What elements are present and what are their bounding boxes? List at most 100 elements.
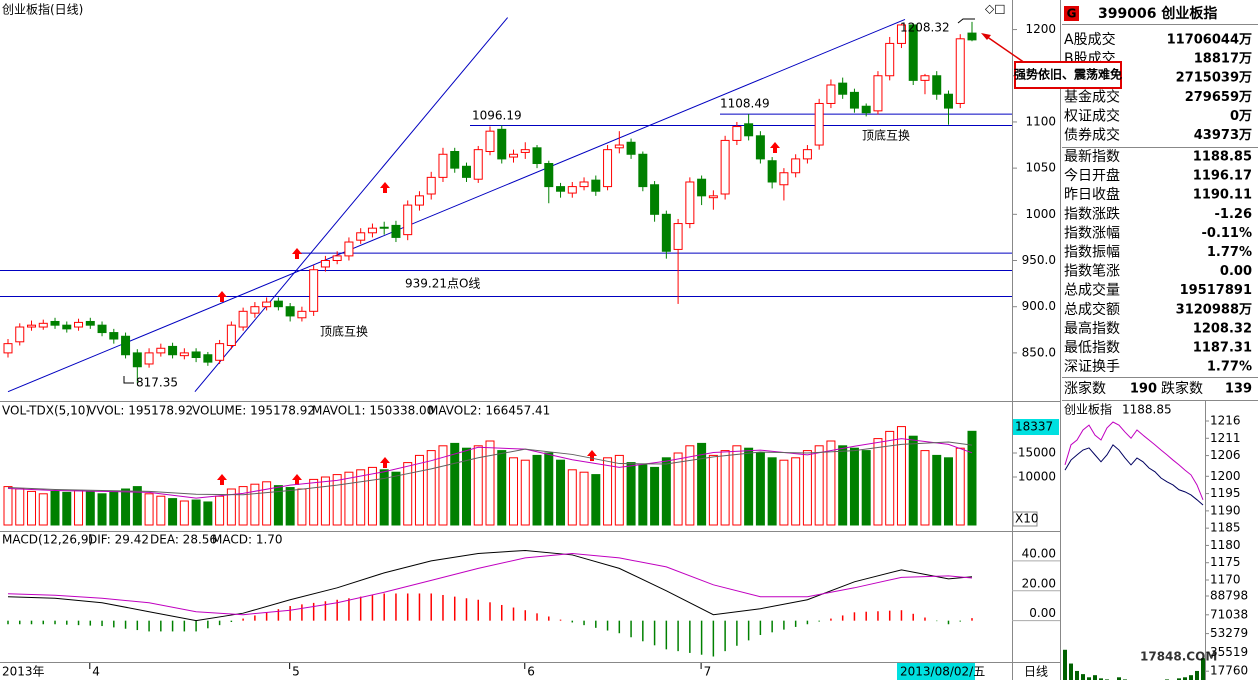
- trend-line: [7, 18, 906, 393]
- volume-bar: [861, 450, 871, 526]
- candle-body: [191, 351, 201, 359]
- volume-bar: [896, 426, 906, 526]
- volume-bar: [509, 457, 519, 526]
- candle-body: [132, 352, 142, 368]
- high-pointer: [957, 18, 975, 24]
- volume-bar: [320, 476, 330, 526]
- volume-bar: [661, 457, 671, 526]
- candle-body: [567, 186, 577, 194]
- mini-volume-bar: [1195, 670, 1199, 680]
- signal-arrow: [770, 142, 780, 153]
- y-tick-label: 1216: [1210, 414, 1241, 428]
- volume-bar: [50, 490, 60, 526]
- mini-volume-bar: [1081, 674, 1085, 680]
- volume-bar: [38, 493, 48, 526]
- volume-bar: [191, 499, 201, 526]
- candle-body: [332, 255, 342, 262]
- volume-bar: [638, 464, 648, 526]
- x-tick-label: 2013年: [2, 665, 45, 679]
- quote-value: 1188.85: [1193, 150, 1252, 165]
- candle-body: [932, 75, 942, 95]
- volume-bar: [85, 491, 95, 526]
- volume-bar: [461, 447, 471, 526]
- volume-bar: [297, 488, 307, 526]
- candle-body: [238, 310, 248, 328]
- quote-value: -1.26: [1215, 207, 1252, 222]
- x-tick-label: 7: [704, 665, 712, 679]
- candle-body: [97, 324, 107, 334]
- quote-label: 债券成交: [1064, 127, 1120, 144]
- quote-value: -0.11%: [1202, 226, 1253, 241]
- panel-header: DEA: 28.56: [150, 533, 217, 547]
- candle-body: [849, 91, 859, 109]
- y-tick-label: 1190: [1210, 503, 1241, 517]
- candle-body: [27, 324, 37, 328]
- candle-body: [356, 232, 366, 241]
- candle-body: [50, 320, 60, 326]
- candle-body: [779, 172, 789, 186]
- volume-bar: [156, 495, 166, 526]
- volume-bar: [720, 450, 730, 526]
- scale-box: [1012, 511, 1038, 527]
- mini-volume-bar: [1189, 675, 1193, 680]
- quote-label: 指数笔涨: [1064, 264, 1120, 280]
- mini-volume-bar: [1201, 658, 1205, 680]
- volume-bar: [697, 442, 707, 526]
- badge-text: G: [1067, 7, 1077, 21]
- volume-bar: [520, 459, 530, 526]
- volume-bar: [426, 450, 436, 526]
- candle-body: [156, 347, 166, 354]
- quote-value: 1.77%: [1207, 360, 1252, 375]
- quote-label: 总成交额: [1064, 301, 1120, 318]
- volume-bar: [849, 447, 859, 526]
- y-tick-label: 17760: [1210, 664, 1248, 678]
- panel-header: DIF: 29.42: [88, 533, 149, 547]
- signal-arrow: [217, 474, 227, 485]
- panel-header: VOL-TDX(5,10): [2, 404, 90, 418]
- volume-bar: [3, 486, 13, 526]
- candle-body: [732, 126, 742, 141]
- volume-bar: [132, 486, 142, 526]
- volume-bar: [168, 498, 178, 526]
- toolbar-icons[interactable]: ◇□: [985, 2, 1006, 16]
- quote-value: 1.77%: [1207, 245, 1252, 260]
- candle-body: [509, 153, 519, 158]
- breadth-value: 190: [1130, 382, 1157, 397]
- candle-body: [344, 241, 354, 257]
- candle-body: [673, 223, 683, 250]
- candle-body: [62, 324, 72, 330]
- panel-header: MAVOL2: 166457.41: [428, 404, 550, 418]
- annotation: 1208.32: [900, 21, 950, 35]
- quote-label: 今日开盘: [1064, 167, 1120, 184]
- quote-value: 1196.17: [1193, 169, 1252, 184]
- volume-bar: [955, 447, 965, 526]
- candle-body: [920, 75, 930, 81]
- candle-body: [943, 93, 953, 109]
- candle-body: [697, 178, 707, 197]
- candle-body: [15, 326, 25, 343]
- callout-arrow: [982, 33, 1026, 64]
- candle-body: [426, 176, 436, 195]
- candle-body: [873, 75, 883, 112]
- candle-body: [38, 322, 48, 328]
- volume-bar: [473, 445, 483, 526]
- candle-body: [144, 352, 154, 365]
- quote-label: 深证换手: [1064, 358, 1120, 375]
- signal-arrow: [587, 450, 597, 461]
- volume-bar: [814, 445, 824, 526]
- volume-bar: [238, 486, 248, 526]
- candle-body: [661, 213, 671, 252]
- candle-body: [520, 149, 530, 153]
- candle-body: [497, 128, 507, 160]
- candle-body: [391, 224, 401, 238]
- candle-body: [74, 321, 84, 328]
- y-tick-label: 35519: [1210, 645, 1248, 659]
- ma-line: [7, 438, 973, 499]
- candle-body: [685, 181, 695, 225]
- date-label: 2013/08/02/五: [900, 665, 985, 679]
- signal-arrow: [380, 182, 390, 193]
- candle-body: [203, 354, 213, 363]
- quote-label: 基金成交: [1064, 88, 1120, 105]
- y-tick-label: 1100: [1025, 114, 1056, 128]
- volume-bar: [309, 478, 319, 526]
